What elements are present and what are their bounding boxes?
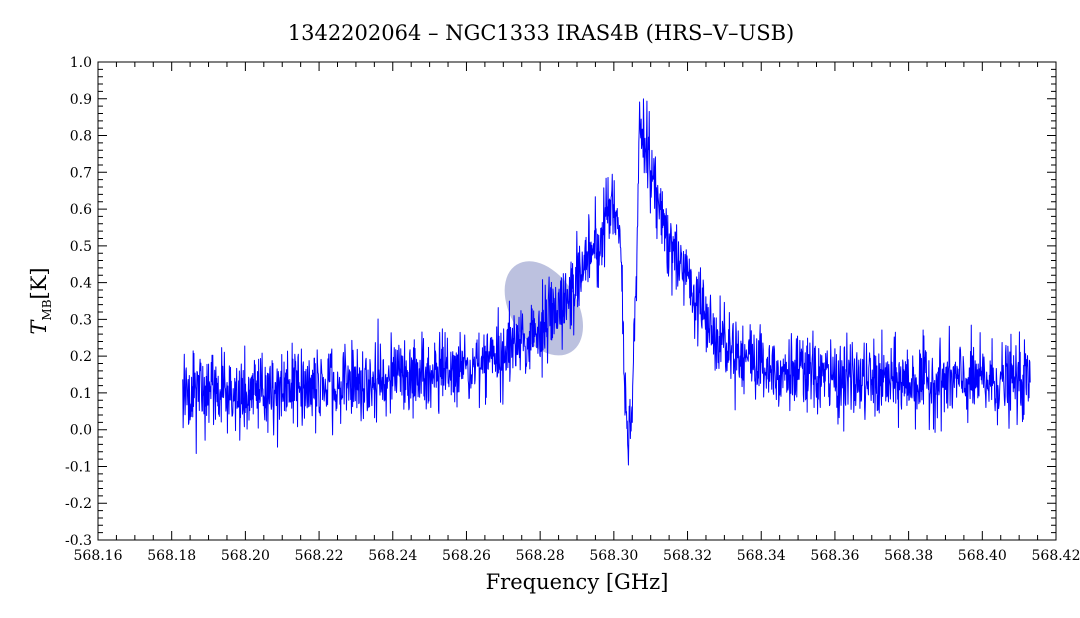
y-tick-label: 0.9 bbox=[70, 92, 92, 108]
y-tick-labels: -0.3 -0.2 -0.1 0.0 0.1 0.2 0.3 0.4 0.5 0.6 0.7 0.8 0… bbox=[65, 55, 92, 549]
y-tick-label: 0.2 bbox=[70, 349, 92, 365]
y-axis-label-symbol: T bbox=[27, 319, 51, 335]
x-tick-label: 568.36 bbox=[810, 548, 859, 564]
y-axis-label: TMB[K] bbox=[27, 267, 54, 334]
y-tick-label: -0.3 bbox=[65, 533, 92, 549]
x-tick-label: 568.40 bbox=[958, 548, 1007, 564]
chart-title: 1342202064 – NGC1333 IRAS4B (HRS–V–USB) bbox=[288, 21, 795, 45]
x-tick-label: 568.18 bbox=[147, 548, 196, 564]
spectrum-line-layer bbox=[182, 98, 1031, 466]
svg-text:TMB[K]: TMB[K] bbox=[27, 267, 54, 334]
x-tick-label: 568.28 bbox=[516, 548, 565, 564]
y-tick-label: -0.1 bbox=[65, 459, 92, 475]
x-tick-label: 568.16 bbox=[74, 548, 123, 564]
y-tick-label: 0.5 bbox=[70, 239, 92, 255]
x-axis-label: Frequency [GHz] bbox=[486, 570, 669, 594]
x-tick-label: 568.20 bbox=[221, 548, 270, 564]
tick-layer bbox=[97, 61, 1057, 541]
y-tick-label: 0.3 bbox=[70, 312, 92, 328]
x-tick-label: 568.38 bbox=[884, 548, 933, 564]
axis-ticks bbox=[97, 61, 1057, 541]
x-tick-label: 568.32 bbox=[663, 548, 712, 564]
y-tick-label: 0.7 bbox=[70, 165, 92, 181]
y-axis-label-unit: [K] bbox=[27, 267, 51, 299]
x-tick-label: 568.42 bbox=[1032, 548, 1080, 564]
y-tick-label: 0.8 bbox=[70, 129, 92, 145]
y-tick-label: 0.6 bbox=[70, 202, 92, 218]
x-tick-label: 568.34 bbox=[737, 548, 786, 564]
x-tick-label: 568.22 bbox=[295, 548, 344, 564]
y-tick-label: 0.1 bbox=[70, 386, 92, 402]
spectrum-line bbox=[182, 98, 1031, 466]
x-tick-label: 568.30 bbox=[589, 548, 638, 564]
y-tick-label: -0.2 bbox=[65, 496, 92, 512]
x-tick-labels: 568.16 568.18 568.20 568.22 568.24 568.26 568.… bbox=[74, 548, 1080, 564]
y-tick-label: 1.0 bbox=[70, 55, 92, 71]
y-tick-label: 0.0 bbox=[70, 423, 92, 439]
x-tick-label: 568.24 bbox=[368, 548, 417, 564]
y-axis-label-subscript: MB bbox=[40, 299, 54, 320]
y-tick-label: 0.4 bbox=[70, 276, 92, 292]
x-tick-label: 568.26 bbox=[442, 548, 491, 564]
